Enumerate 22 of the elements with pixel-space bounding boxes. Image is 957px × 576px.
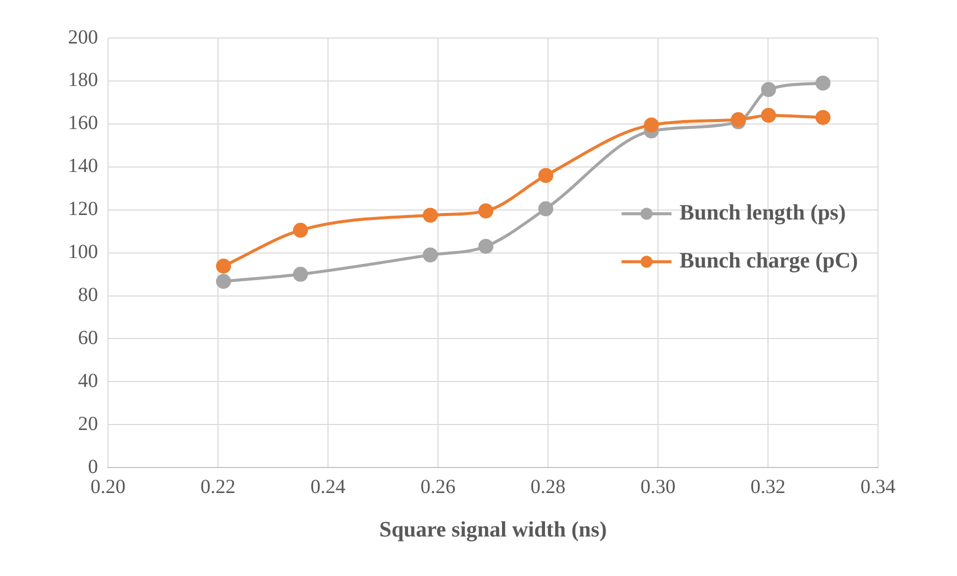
y-tick-label: 80: [78, 284, 98, 306]
legend-label: Bunch charge (pC): [680, 247, 858, 272]
y-tick-label: 0: [88, 456, 98, 478]
y-tick-label: 60: [78, 326, 98, 349]
y-tick-label: 180: [68, 69, 98, 92]
x-tick-label: 0.24: [310, 476, 346, 498]
y-tick-label: 120: [68, 198, 98, 220]
y-tick-label: 200: [68, 26, 98, 48]
x-tick-label: 0.30: [640, 476, 676, 498]
y-tick-label: 100: [68, 241, 98, 264]
x-tick-label: 0.22: [200, 476, 236, 498]
x-tick-label: 0.26: [420, 476, 456, 498]
y-tick-label: 140: [68, 155, 98, 178]
y-tick-label: 40: [78, 370, 98, 392]
x-tick-label: 0.34: [860, 476, 896, 498]
x-axis-title: Square signal width (ns): [379, 516, 607, 542]
legend-label: Bunch length (ps): [680, 199, 846, 224]
x-tick-label: 0.20: [90, 476, 126, 498]
y-tick-label: 160: [68, 112, 98, 134]
x-tick-label: 0.32: [750, 476, 786, 498]
x-tick-label: 0.28: [530, 476, 566, 498]
y-tick-label: 20: [78, 412, 98, 435]
